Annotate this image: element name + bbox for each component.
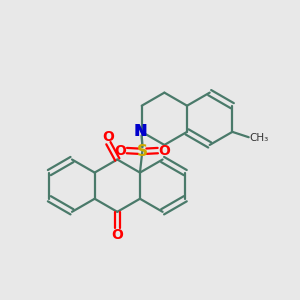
Text: N: N xyxy=(134,124,147,140)
Text: O: O xyxy=(102,130,114,144)
Text: N: N xyxy=(134,124,147,140)
Text: O: O xyxy=(158,144,170,158)
Text: O: O xyxy=(111,228,123,242)
Text: CH₃: CH₃ xyxy=(249,133,268,143)
Text: S: S xyxy=(137,144,148,159)
Text: O: O xyxy=(114,144,126,158)
